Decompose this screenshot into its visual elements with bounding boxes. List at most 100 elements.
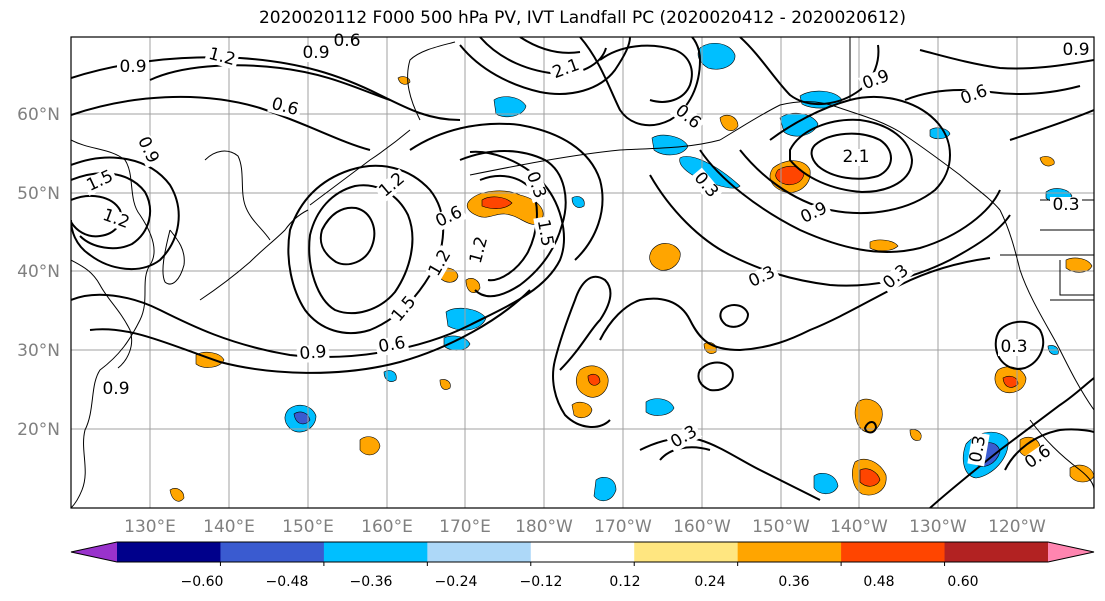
contour-label-background [133,132,163,169]
latitude-labels: 60°N 50°N 40°N 30°N 20°N [17,105,60,440]
lat-label: 40°N [17,262,60,282]
positive-patch [439,379,451,390]
negative-patch [493,96,527,118]
pv-contour [1004,428,1094,471]
positive-patch [719,114,739,131]
pv-contour [308,184,414,315]
contour-label-background [533,215,556,251]
contour-label: 0.9 [102,379,129,399]
pv-contour [71,156,180,271]
pv-contour [739,37,880,106]
japan-coastline [199,209,309,301]
positive-patch [465,278,481,293]
contour-label-background [300,45,332,62]
contour-label-background [688,167,723,204]
pv-contour [863,421,878,434]
lat-label: 50°N [17,184,60,204]
plot-frame [70,36,1095,509]
pv-contour [519,37,581,54]
negative-patch [813,473,839,495]
colorbar-segment [944,542,1049,562]
colorbar-ticks: −0.60 −0.48 −0.36 −0.24 −0.12 0.12 0.24 … [181,574,979,590]
colorbar-tick-label: −0.12 [520,574,563,590]
plot-background [71,37,1094,508]
contour-label-background [431,202,468,232]
lon-label: 130°W [909,517,967,537]
contour-label-background [97,206,134,233]
pv-contour [904,85,1081,101]
contour-label-background [548,56,585,83]
colorbar-tick-label: −0.36 [350,574,393,590]
na-coastline [999,209,1094,411]
pv-contour [579,37,702,127]
pv-contour [919,49,1094,70]
pv-contour [697,361,734,392]
kuril-coastline [309,129,411,206]
lon-label: 160°E [361,517,413,537]
colorbar-outline [70,541,1095,563]
colorbar-segment [220,542,325,562]
lon-label: 170°E [439,517,491,537]
positive-patch [169,488,185,502]
colorbar-tick-label: 0.12 [609,574,640,590]
positive-patch [775,165,805,185]
positive-patch [587,373,601,386]
pv-contour [789,118,914,194]
colorbar-segment [841,542,946,562]
contour-label: 0.3 [966,434,990,464]
pv-contour [459,150,567,298]
colorbar-extend-max [1048,542,1094,562]
colorbar-tick-label: 0.24 [694,574,725,590]
contour-label-background [522,167,549,204]
contour-label-background [204,45,240,70]
contour-label-background [82,166,119,196]
pv-contour [71,95,371,151]
negative-patch [929,127,951,140]
contour-label-background [117,59,149,76]
contour-label: 0.3 [1052,195,1079,215]
contour-label-background [956,82,993,109]
contour-label-background [1060,42,1092,59]
negative-patch [593,477,617,502]
pv-contour [149,64,391,101]
contour-label-background [1050,197,1082,214]
lon-label: 150°W [752,517,810,537]
colorbar-segment [737,542,842,562]
lon-label: 160°W [673,517,731,537]
contour-label-background [998,339,1030,356]
contour-label-background [669,100,706,135]
pv-contour [719,304,750,328]
lat-label: 30°N [17,341,60,361]
contour-label: 0.9 [299,342,328,364]
colorbar-tick-label: −0.60 [181,574,224,590]
contour-label-background [1020,441,1057,474]
longitude-labels: 130°E 140°E 150°E 160°E 170°E 180°W 170°… [124,517,1046,537]
lon-label: 130°E [124,517,176,537]
colorbar-tick-label: 0.36 [778,574,809,590]
negative-patch [697,42,736,70]
colorbar-tick-label: −0.24 [435,574,478,590]
contour-label: 0.9 [1062,40,1089,60]
positive-patch [481,196,513,209]
pv-contour [599,44,693,103]
aleutian-islands [469,139,721,176]
pv-contour [649,174,1011,287]
contour-label-background [744,262,781,292]
positive-patch [859,468,881,487]
colorbar-segment [634,542,739,562]
negative-patch [293,411,311,425]
contour-label-background [267,95,303,120]
contour-label-background [374,334,410,357]
colorbar-segment [117,542,221,562]
positive-patch [649,243,681,271]
contour-label-background [296,343,330,364]
negative-patch [443,335,471,351]
contour-label-background [374,168,411,203]
pv-contour [552,275,612,428]
pv-contour [71,150,565,358]
colorbar [70,541,1095,566]
contour-label: 0.6 [377,333,407,357]
pv-contour [994,320,1045,370]
lon-label: 140°E [203,517,255,537]
